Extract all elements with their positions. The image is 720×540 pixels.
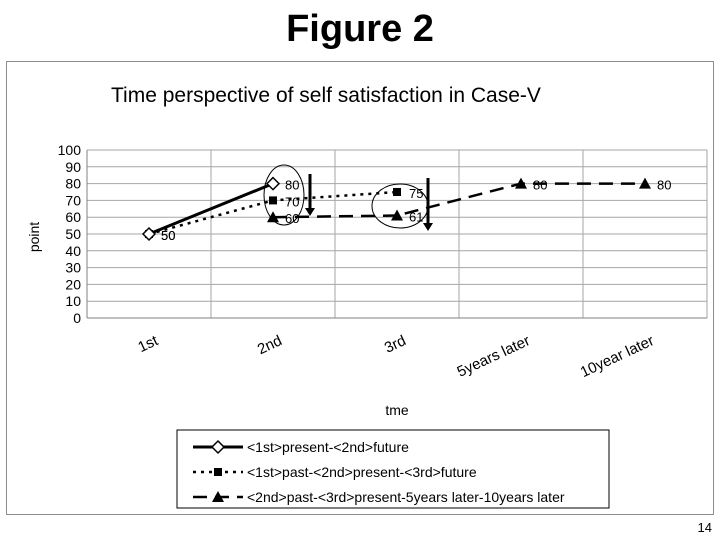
y-tick-label: 90 xyxy=(65,159,81,175)
data-point-triangle xyxy=(267,211,279,223)
data-label: 80 xyxy=(285,178,299,193)
y-tick-label: 10 xyxy=(65,293,81,309)
x-tick-label: 5years later xyxy=(454,332,532,381)
y-tick-label: 60 xyxy=(65,209,81,225)
x-axis-label: tme xyxy=(385,402,409,418)
highlight-circle xyxy=(263,164,305,226)
chart-title: Time perspective of self satisfaction in… xyxy=(111,84,541,107)
slide-title: Figure 2 xyxy=(286,8,434,50)
legend-label: <1st>past-<2nd>present-<3rd>future xyxy=(247,464,477,480)
data-label: 61 xyxy=(409,210,423,225)
data-point-square xyxy=(393,188,401,196)
y-tick-label: 20 xyxy=(65,276,81,292)
data-label: 75 xyxy=(409,186,423,201)
data-label: 80 xyxy=(657,178,671,193)
data-point-triangle xyxy=(391,209,403,221)
legend-item: <2nd>past-<3rd>present-5years later-10ye… xyxy=(193,489,565,505)
series-1: 50 80 xyxy=(141,176,299,243)
data-point-triangle xyxy=(515,177,527,189)
data-point-square xyxy=(214,468,222,476)
data-label: 50 xyxy=(161,228,175,243)
series-lines: 60 61 80 80 50 70 75 50 80 xyxy=(141,176,671,243)
series-line xyxy=(272,182,645,219)
data-label: 60 xyxy=(285,211,299,226)
down-arrow-head xyxy=(305,208,315,216)
y-tick-label: 100 xyxy=(58,142,82,158)
legend-item: <1st>past-<2nd>present-<3rd>future xyxy=(193,464,477,480)
y-tick-label: 0 xyxy=(73,310,81,326)
gridlines xyxy=(86,149,708,319)
y-tick-label: 80 xyxy=(65,176,81,192)
legend-item: <1st>present-<2nd>future xyxy=(193,439,409,455)
x-tick-label: 10year later xyxy=(578,332,657,381)
x-tick-label: 3rd xyxy=(382,332,409,357)
legend-frame xyxy=(176,429,610,509)
data-point-diamond xyxy=(141,226,157,242)
legend-label: <2nd>past-<3rd>present-5years later-10ye… xyxy=(247,489,565,505)
legend-label: <1st>present-<2nd>future xyxy=(247,439,409,455)
series-3: 60 61 80 80 xyxy=(267,177,671,226)
chart-area: Time perspective of self satisfaction in… xyxy=(6,61,714,515)
legend: <1st>present-<2nd>future <1st>past-<2nd>p… xyxy=(176,429,610,509)
annotations xyxy=(263,164,433,231)
data-point-diamond xyxy=(210,439,226,455)
data-label: 80 xyxy=(533,178,547,193)
data-point-square xyxy=(269,196,277,205)
y-tick-label: 30 xyxy=(65,260,81,276)
page-number: 14 xyxy=(697,520,712,535)
y-tick-label: 70 xyxy=(65,192,81,208)
data-point-triangle xyxy=(212,491,224,502)
x-tick-label: 2nd xyxy=(255,332,285,358)
data-label: 70 xyxy=(285,194,299,209)
line-chart: Time perspective of self satisfaction in… xyxy=(26,84,708,509)
x-tick-label: 1st xyxy=(135,332,161,356)
data-point-triangle xyxy=(639,177,651,189)
data-label: 50 xyxy=(161,228,175,243)
down-arrow-head xyxy=(423,223,433,231)
y-tick-label: 40 xyxy=(65,243,81,259)
data-point-diamond xyxy=(265,176,281,191)
series-line xyxy=(148,182,274,236)
y-axis-label: point xyxy=(26,222,42,252)
y-tick-label: 50 xyxy=(65,226,81,242)
